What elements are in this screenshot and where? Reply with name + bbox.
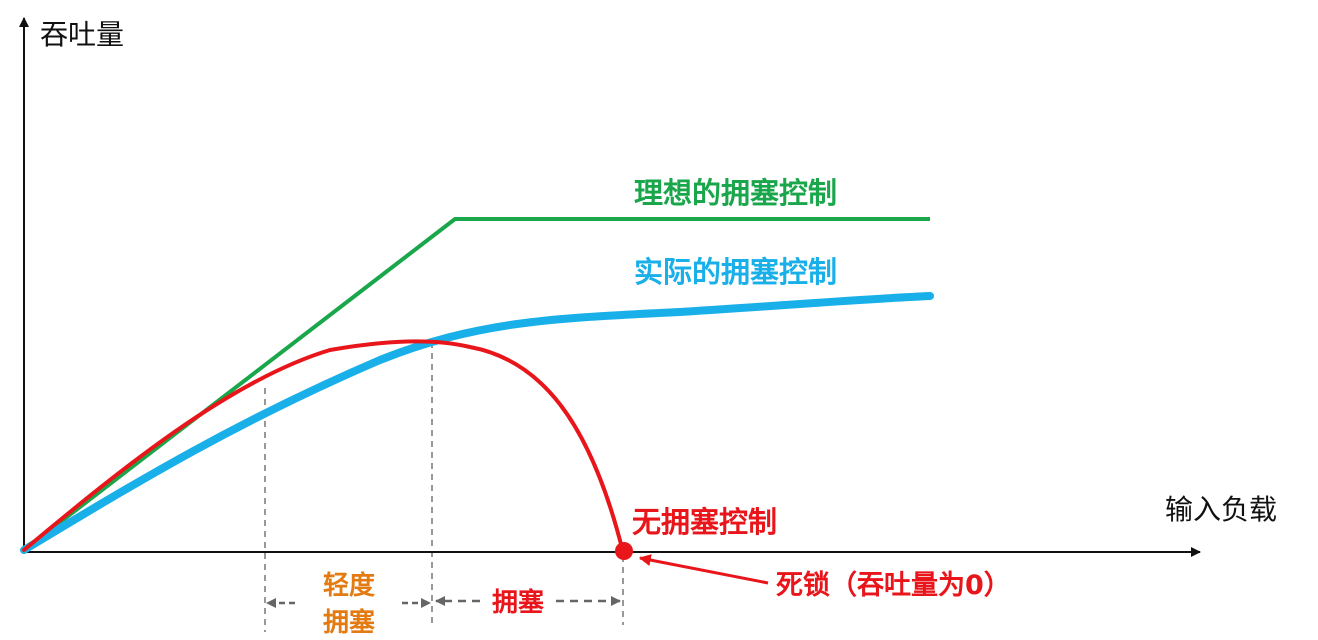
- no-control-curve: [22, 339, 625, 554]
- actual-curve: [20, 292, 934, 554]
- ideal-curve-label: 理想的拥塞控制: [634, 176, 837, 210]
- light-congestion-label-line2: 拥塞: [323, 607, 375, 638]
- deadlock-arrow: [638, 554, 769, 585]
- y-axis-label: 吞吐量: [40, 18, 124, 51]
- deadlock-label: 死锁（吞吐量为0）: [776, 569, 1011, 601]
- light-congestion-label-line1: 轻度: [323, 570, 375, 601]
- ideal-curve: [22, 217, 930, 552]
- actual-curve-label: 实际的拥塞控制: [634, 255, 837, 289]
- no-control-curve-label: 无拥塞控制: [632, 505, 777, 539]
- deadlock-point: [615, 542, 633, 560]
- x-axis-label: 输入负载: [1165, 493, 1277, 526]
- congestion-label: 拥塞: [492, 587, 544, 618]
